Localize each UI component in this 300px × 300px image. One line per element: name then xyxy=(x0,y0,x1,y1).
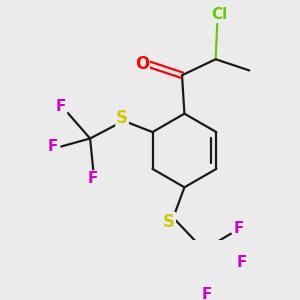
Text: F: F xyxy=(88,171,98,186)
Text: S: S xyxy=(116,110,128,128)
Text: F: F xyxy=(234,221,244,236)
Text: F: F xyxy=(48,139,58,154)
Text: F: F xyxy=(237,255,247,270)
Text: F: F xyxy=(56,99,67,114)
Text: Cl: Cl xyxy=(212,7,228,22)
Text: S: S xyxy=(163,213,175,231)
Text: O: O xyxy=(135,55,149,73)
Text: F: F xyxy=(202,287,212,300)
